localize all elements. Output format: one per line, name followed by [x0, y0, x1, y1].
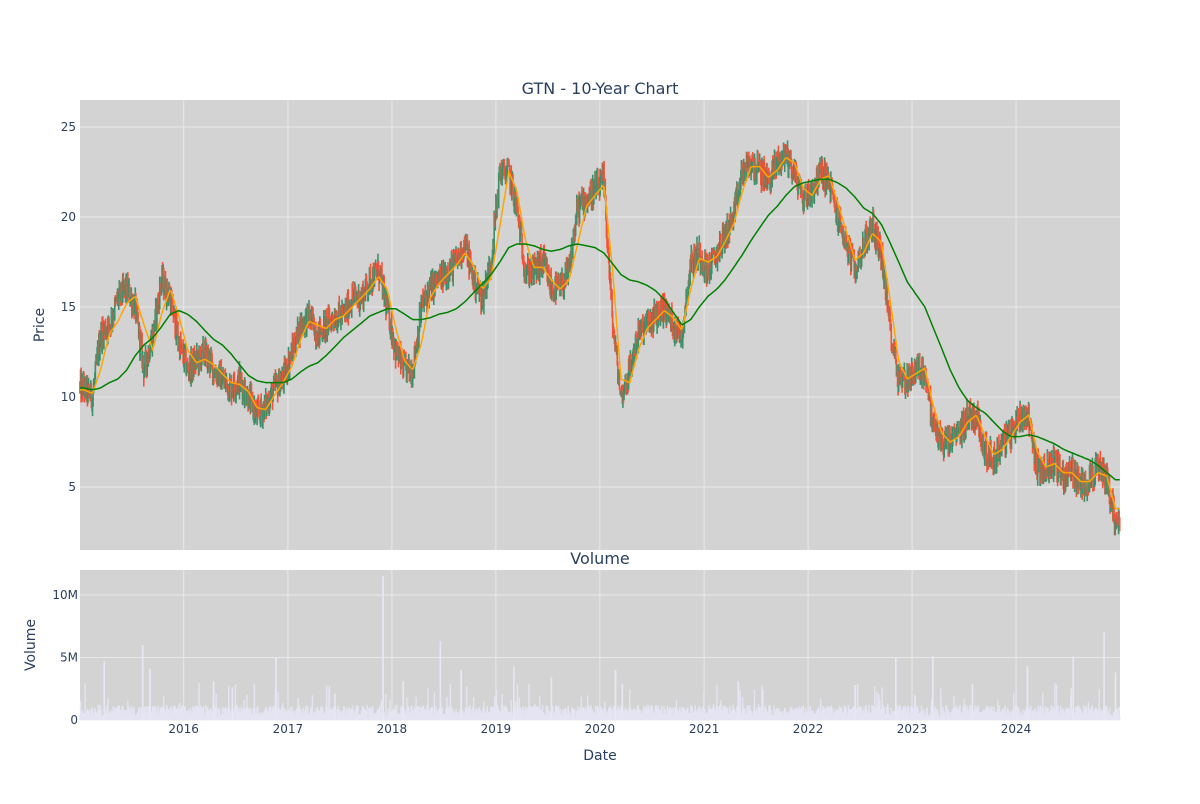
grid-lines [80, 100, 1120, 721]
price-y-tick-label: 5 [68, 480, 76, 494]
volume-y-tick-label: 0 [70, 713, 78, 727]
date-axis-label: Date [583, 748, 616, 764]
x-tick-label: 2020 [585, 722, 616, 736]
x-tick-label: 2016 [168, 722, 199, 736]
price-y-tick-label: 25 [61, 120, 76, 134]
volume-axis-label: Volume [23, 619, 39, 671]
volume-series [79, 576, 1121, 720]
axis-ticks: 2016 2017 2018 2019 2020 2021 2022 2023 2024 5 10 1… [52, 120, 1031, 736]
x-tick-label: 2017 [273, 722, 304, 736]
volume-y-tick-label: 5M [60, 651, 78, 665]
x-tick-label: 2019 [481, 722, 512, 736]
x-tick-label: 2023 [897, 722, 928, 736]
price-chart-title: GTN - 10-Year Chart [522, 79, 679, 98]
volume-y-tick-label: 10M [52, 588, 78, 602]
x-tick-label: 2024 [1001, 722, 1032, 736]
price-axis-label: Price [32, 308, 48, 342]
short-moving-average-line [80, 157, 1120, 510]
price-y-tick-label: 15 [61, 300, 76, 314]
long-moving-average-line [80, 178, 1120, 481]
price-y-tick-label: 20 [61, 210, 76, 224]
x-tick-label: 2018 [377, 722, 408, 736]
x-tick-label: 2022 [793, 722, 824, 736]
chart-marks [79, 140, 1121, 720]
x-tick-label: 2021 [689, 722, 720, 736]
price-y-tick-label: 10 [61, 390, 76, 404]
volume-chart-title: Volume [570, 549, 630, 568]
